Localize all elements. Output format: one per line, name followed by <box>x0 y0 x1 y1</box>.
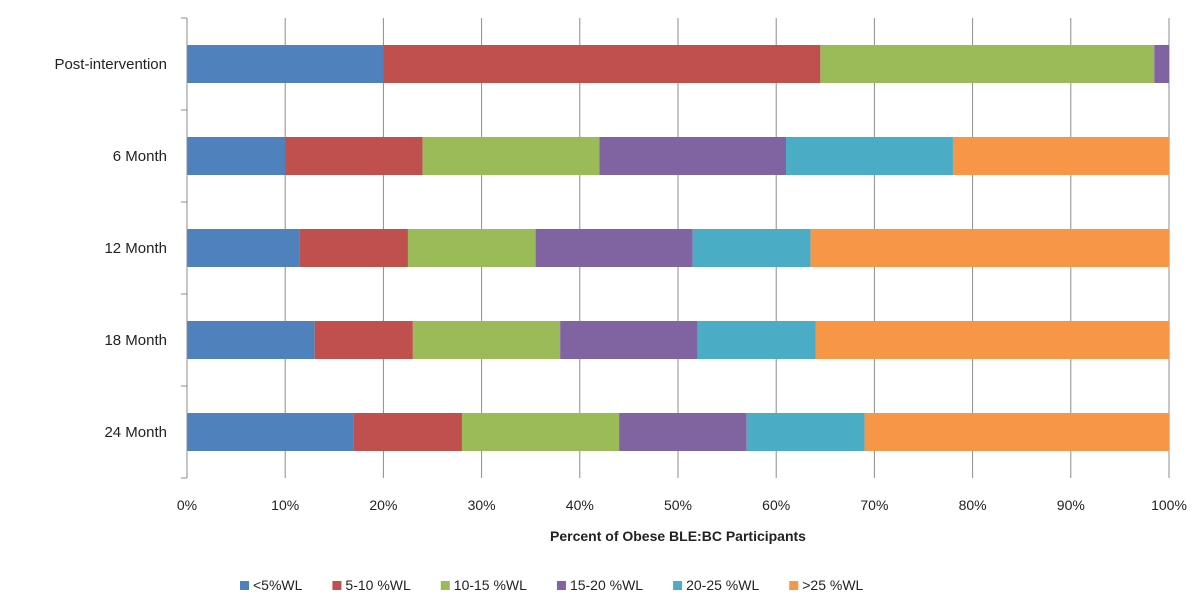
bar-segment <box>820 45 1155 83</box>
x-tick-label: 90% <box>1057 497 1085 513</box>
bar-segment <box>692 229 811 267</box>
bar-segment <box>187 229 300 267</box>
x-tick-label: 80% <box>959 497 987 513</box>
bars <box>187 45 1169 451</box>
x-tick-label: 100% <box>1151 497 1187 513</box>
bar-segment <box>786 137 953 175</box>
bar-segment <box>864 413 1169 451</box>
bar-segment <box>187 321 315 359</box>
category-label: 18 Month <box>104 332 167 349</box>
bar-segment <box>187 45 384 83</box>
legend-label: 5-10 %WL <box>345 577 411 593</box>
bar-segment <box>383 45 821 83</box>
legend-label: <5%WL <box>253 577 303 593</box>
legend-label: >25 %WL <box>802 577 863 593</box>
category-label: 6 Month <box>113 148 167 165</box>
bar-segment <box>746 413 865 451</box>
bar-segment <box>299 229 408 267</box>
x-tick-label: 30% <box>468 497 496 513</box>
bar-segment <box>353 413 462 451</box>
category-label: 12 Month <box>104 240 167 257</box>
legend-swatch <box>440 581 450 590</box>
bar-segment <box>599 137 787 175</box>
x-axis-title: Percent of Obese BLE:BC Participants <box>550 528 806 544</box>
bar-segment <box>697 321 816 359</box>
bar-segment <box>407 229 536 267</box>
bar-segment <box>422 137 600 175</box>
bar-segment <box>810 229 1169 267</box>
x-tick-labels: 0% 10% 20% 30% 40% 50% 60% 70% 80% 90% 100% <box>177 497 1187 513</box>
x-tick-label: 40% <box>566 497 594 513</box>
bar-segment <box>815 321 1169 359</box>
x-tick-label: 20% <box>369 497 397 513</box>
legend-swatch <box>673 581 683 590</box>
bar-segment <box>535 229 693 267</box>
bar-segment <box>412 321 561 359</box>
bar-segment <box>187 413 354 451</box>
category-labels: Post-intervention 6 Month 12 Month 18 Month… <box>54 56 167 441</box>
legend-label: 15-20 %WL <box>570 577 643 593</box>
bar-segment <box>314 321 413 359</box>
bar-segment <box>1154 45 1169 83</box>
legend-swatch <box>789 581 799 590</box>
bar-segment <box>285 137 423 175</box>
bar-segment <box>619 413 747 451</box>
legend-label: 20-25 %WL <box>686 577 759 593</box>
x-tick-label: 50% <box>664 497 692 513</box>
x-tick-label: 10% <box>271 497 299 513</box>
bar-segment <box>187 137 286 175</box>
x-tick-label: 70% <box>860 497 888 513</box>
x-tick-label: 60% <box>762 497 790 513</box>
bar-segment <box>560 321 698 359</box>
legend: <5%WL 5-10 %WL 10-15 %WL 15-20 %WL 20-25 %WL… <box>240 577 864 593</box>
category-label: 24 Month <box>104 424 167 441</box>
x-tick-label: 0% <box>177 497 197 513</box>
legend-swatch <box>556 581 566 590</box>
axes <box>181 17 188 479</box>
legend-label: 10-15 %WL <box>454 577 527 593</box>
bar-segment <box>952 137 1169 175</box>
category-label: Post-intervention <box>54 56 167 73</box>
legend-swatch <box>332 581 342 590</box>
bar-segment <box>461 413 620 451</box>
legend-swatch <box>240 581 249 590</box>
